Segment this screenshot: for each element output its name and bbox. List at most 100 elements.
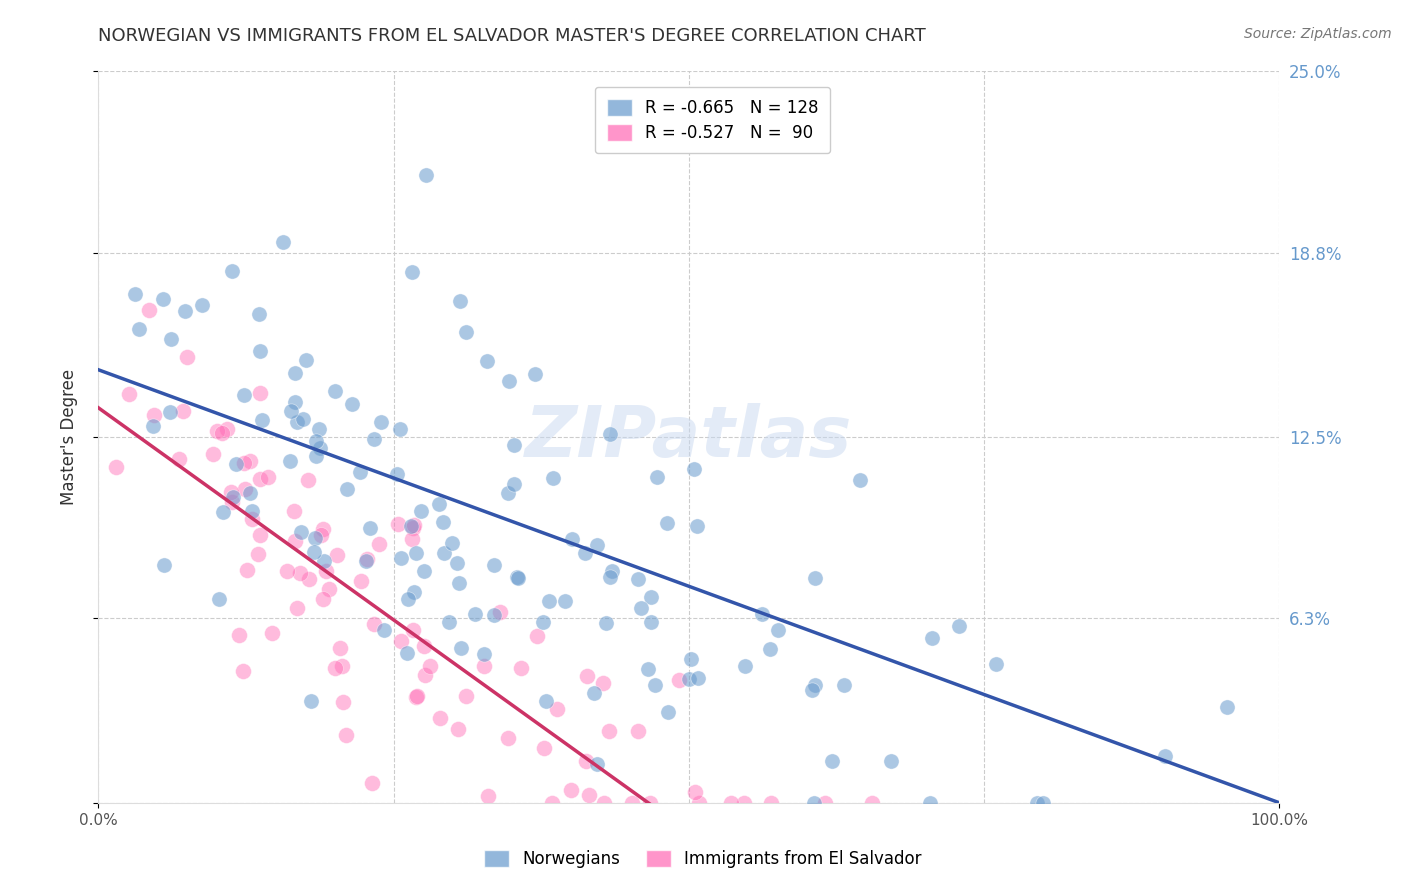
Point (239, 486, 262, 500)
Point (546, 702, 568, 716)
Point (304, 545, 326, 559)
Point (592, 676, 614, 690)
Point (449, 294, 471, 309)
Point (290, 525, 312, 540)
Point (153, 558, 176, 572)
Point (325, 548, 347, 562)
Point (349, 465, 371, 479)
Point (217, 421, 239, 435)
Point (361, 776, 384, 790)
Point (387, 467, 409, 482)
Point (734, 658, 756, 673)
Point (249, 386, 271, 401)
Point (415, 168, 437, 182)
Point (308, 422, 330, 436)
Point (464, 607, 486, 621)
Point (363, 432, 385, 446)
Point (401, 532, 423, 546)
Point (503, 438, 526, 452)
Point (948, 619, 970, 633)
Point (482, 607, 505, 622)
Point (405, 546, 427, 560)
Point (560, 782, 582, 797)
Point (681, 652, 703, 666)
Point (389, 551, 412, 566)
Point (208, 591, 231, 606)
Point (640, 615, 662, 630)
Point (211, 426, 233, 441)
Point (295, 353, 318, 368)
Point (575, 754, 598, 768)
Point (688, 796, 710, 810)
Point (221, 264, 243, 278)
Point (554, 594, 576, 608)
Point (292, 412, 315, 426)
Point (803, 796, 825, 810)
Point (510, 661, 533, 675)
Point (299, 694, 322, 708)
Point (323, 661, 346, 675)
Point (312, 592, 335, 607)
Point (205, 424, 228, 438)
Point (354, 554, 377, 568)
Point (645, 469, 668, 483)
Point (540, 796, 562, 810)
Point (427, 497, 450, 511)
Point (638, 796, 661, 810)
Point (280, 404, 302, 418)
Point (247, 307, 270, 321)
Point (657, 705, 679, 719)
Point (172, 404, 194, 418)
Point (340, 396, 363, 410)
Point (284, 534, 307, 549)
Point (284, 366, 307, 380)
Point (318, 582, 340, 596)
Point (236, 563, 259, 577)
Point (475, 353, 498, 368)
Point (249, 528, 271, 542)
Point (454, 689, 477, 703)
Point (315, 564, 337, 578)
Point (406, 689, 429, 703)
Point (599, 570, 621, 584)
Point (356, 551, 378, 566)
Point (477, 789, 499, 803)
Point (668, 673, 690, 687)
Point (167, 452, 190, 467)
Point (538, 594, 561, 608)
Point (222, 491, 245, 505)
Point (678, 672, 700, 686)
Point (496, 486, 519, 500)
Point (456, 325, 478, 339)
Point (800, 683, 823, 698)
Point (688, 671, 710, 685)
Point (640, 590, 662, 604)
Point (309, 527, 332, 541)
Point (368, 536, 391, 550)
Point (405, 690, 427, 704)
Point (419, 658, 441, 673)
Point (173, 304, 195, 318)
Point (630, 601, 652, 615)
Point (578, 789, 600, 803)
Point (246, 547, 269, 561)
Point (396, 646, 419, 660)
Point (232, 456, 254, 470)
Text: NORWEGIAN VS IMMIGRANTS FROM EL SALVADOR MASTER'S DEGREE CORRELATION CHART: NORWEGIAN VS IMMIGRANTS FROM EL SALVADOR… (98, 27, 927, 45)
Point (402, 517, 425, 532)
Point (335, 728, 357, 742)
Point (252, 412, 274, 426)
Point (124, 287, 146, 301)
Point (766, 624, 789, 638)
Point (686, 519, 709, 533)
Point (304, 531, 326, 545)
Point (312, 522, 335, 536)
Point (285, 415, 308, 429)
Point (561, 532, 583, 546)
Point (759, 642, 782, 657)
Point (118, 387, 141, 401)
Point (921, 631, 943, 645)
Point (821, 755, 844, 769)
Point (142, 409, 165, 423)
Point (751, 607, 773, 621)
